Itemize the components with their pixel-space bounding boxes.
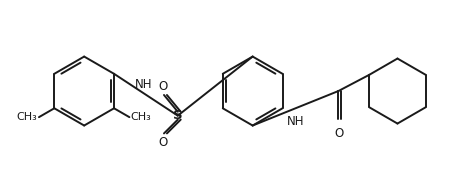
Text: NH: NH [287, 115, 304, 128]
Text: O: O [158, 136, 168, 149]
Text: O: O [335, 127, 344, 139]
Text: CH₃: CH₃ [131, 112, 151, 122]
Text: O: O [158, 80, 168, 93]
Text: NH: NH [135, 78, 153, 91]
Text: CH₃: CH₃ [16, 112, 37, 122]
Text: S: S [173, 109, 183, 122]
